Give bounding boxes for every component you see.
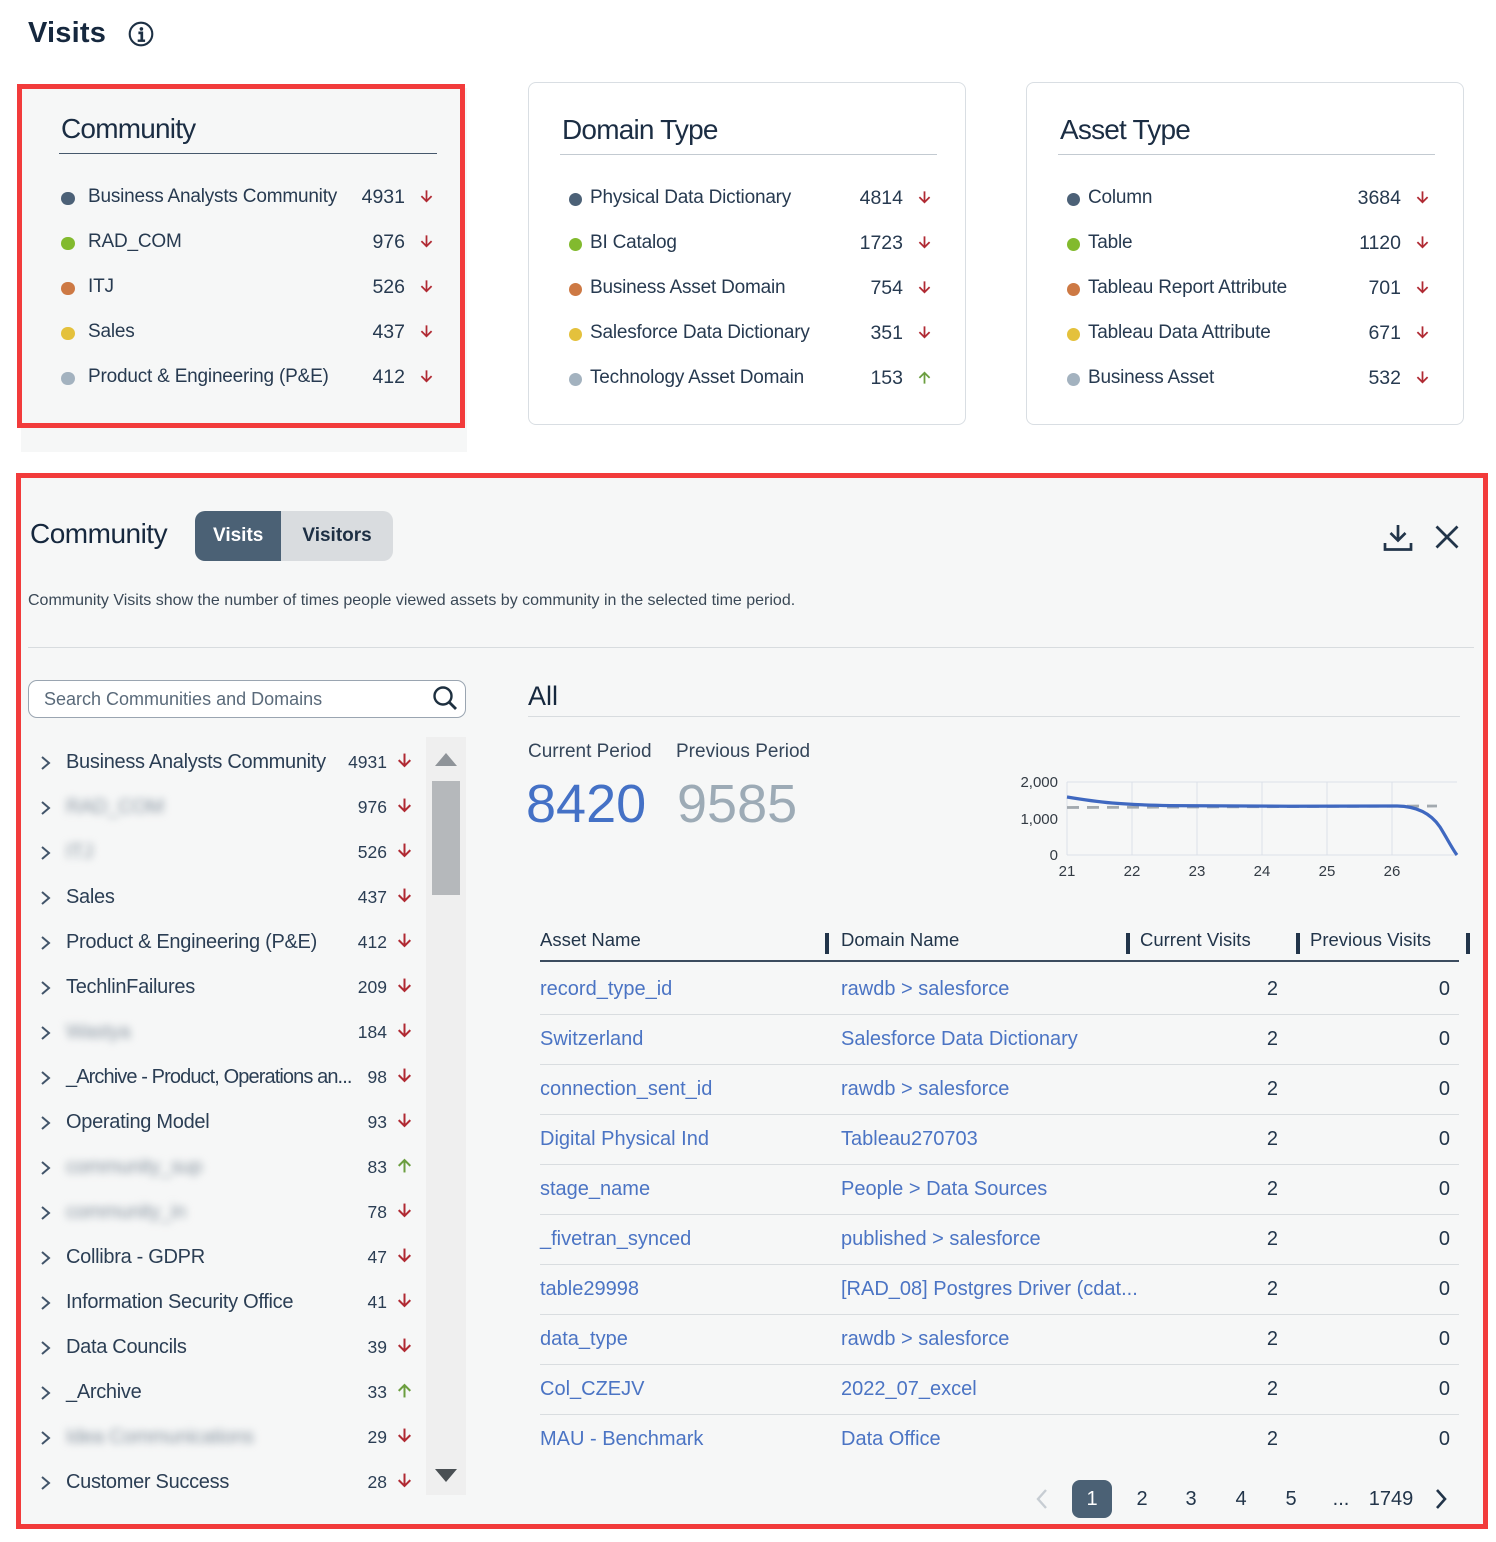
- svg-text:25: 25: [1319, 863, 1336, 878]
- svg-text:21: 21: [1059, 863, 1076, 878]
- svg-text:22: 22: [1124, 863, 1141, 878]
- svg-text:24: 24: [1254, 863, 1271, 878]
- svg-text:2,000: 2,000: [1020, 774, 1058, 791]
- svg-text:1,000: 1,000: [1020, 811, 1058, 828]
- svg-text:0: 0: [1050, 847, 1058, 864]
- svg-text:26: 26: [1384, 863, 1401, 878]
- svg-text:23: 23: [1189, 863, 1206, 878]
